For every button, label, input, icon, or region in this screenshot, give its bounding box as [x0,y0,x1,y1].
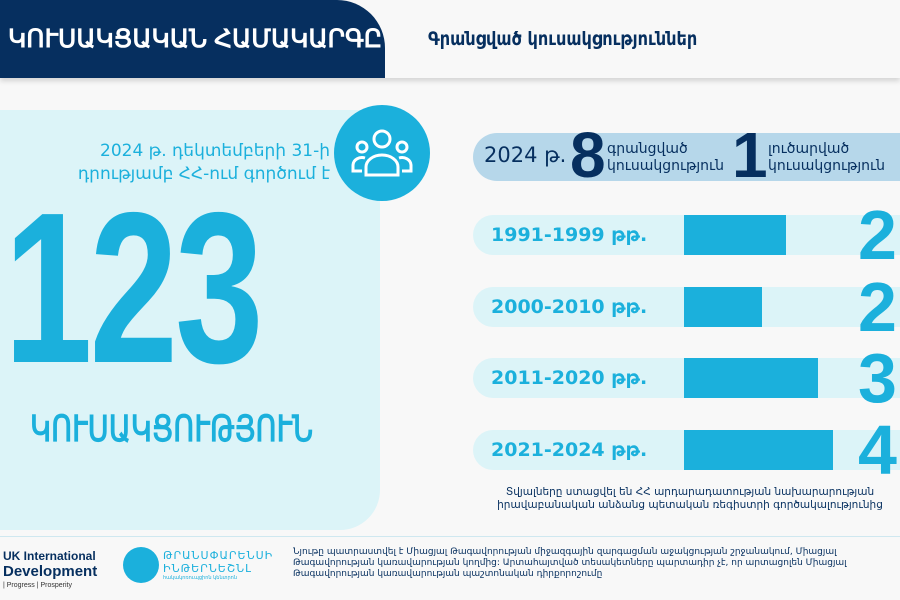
total-caption: 2024 թ. դեկտեմբերի 31-ի դրությամբ ՀՀ-ում… [0,140,330,186]
period-row: 2011-2020 թթ. [473,358,900,398]
period-label: 2011-2020 թթ. [491,367,648,389]
divider [0,536,900,537]
header-subtitle: Գրանցված կուսակցություններ [428,28,698,50]
transparency-international-logo: ԹՐԱՆՍՓԱՐԵՆՍԻ ԻՆԹԵՐՆԵՇՆԼ հակակոռուպցիոն կեն… [123,547,273,583]
period-bar [684,287,762,327]
dissolved-count: 1 [732,119,768,191]
header-title: ԿՈՒՍԱԿՑԱԿԱՆ ՀԱՄԱԿԱՐԳԸ [0,0,385,78]
disclaimer-line: Նյութը պատրաստվել է Միացյալ Թագավորությա… [293,547,837,568]
total-count: 123 [4,167,264,408]
period-count: 2 [858,196,897,274]
summary-pill [473,133,900,181]
period-label: 2000-2010 թթ. [491,296,648,318]
total-label: ԿՈՒՍԱԿՑՈՒԹՅՈՒՆ [30,408,314,449]
period-label: 2021-2024 թթ. [491,439,648,461]
period-row: 2000-2010 թթ. [473,287,900,327]
total-panel [0,110,380,530]
period-label: 1991-1999 թթ. [491,224,648,246]
caption-line: դրությամբ ՀՀ-ում գործում է [77,164,330,184]
period-row: 2021-2024 թթ. [473,430,900,470]
logo-text: ԻՆԹԵՐՆԵՇՆԼ [163,562,253,575]
ti-logo-icon [123,547,159,583]
logo-text: ԹՐԱՆՍՓԱՐԵՆՍԻ [163,549,274,562]
logo-text: UK International [3,549,96,563]
logo-text: | Progress | Prosperity [3,582,72,589]
source-line: Տվյալները ստացվել են ՀՀ արդարադատության … [497,486,875,511]
people-group-icon [334,105,430,201]
period-row: 1991-1999 թթ. [473,215,900,255]
label-line: գրանցված [607,141,688,157]
label-line: լուծարված [768,141,850,157]
uk-development-logo: UK International Development | Progress … [3,549,97,589]
disclaimer: Նյութը պատրաստվել է Միացյալ Թագավորությա… [293,547,895,580]
period-bar [684,430,834,470]
disclaimer-line: կողմից: Արտահայտված տեսակետները պարտադիր… [293,558,847,579]
period-bar [684,215,786,255]
period-count: 2 [858,268,897,346]
header: ԿՈՒՍԱԿՑԱԿԱՆ ՀԱՄԱԿԱՐԳԸ Գրանցված կուսակցու… [0,0,900,78]
summary-year: 2024 թ. [484,143,567,167]
label-line: կուսակցություն [768,158,886,174]
source-line: անձանց պետական ռեգիստրի գործակալությունի… [598,499,883,511]
period-count: 4 [858,411,897,489]
caption-line: 2024 թ. դեկտեմբերի 31-ի [100,141,330,161]
dissolved-label: լուծարված կուսակցություն [768,141,885,175]
logo-text: Development [3,563,98,580]
source-note: Տվյալները ստացվել են ՀՀ արդարադատության … [485,486,895,512]
period-count: 3 [858,339,897,417]
label-line: կուսակցություն [607,158,725,174]
period-bar [684,358,818,398]
logo-text: հակակոռուպցիոն կենտրոն [163,575,238,581]
registered-label: գրանցված կուսակցություն [607,141,724,175]
registered-count: 8 [570,119,606,191]
